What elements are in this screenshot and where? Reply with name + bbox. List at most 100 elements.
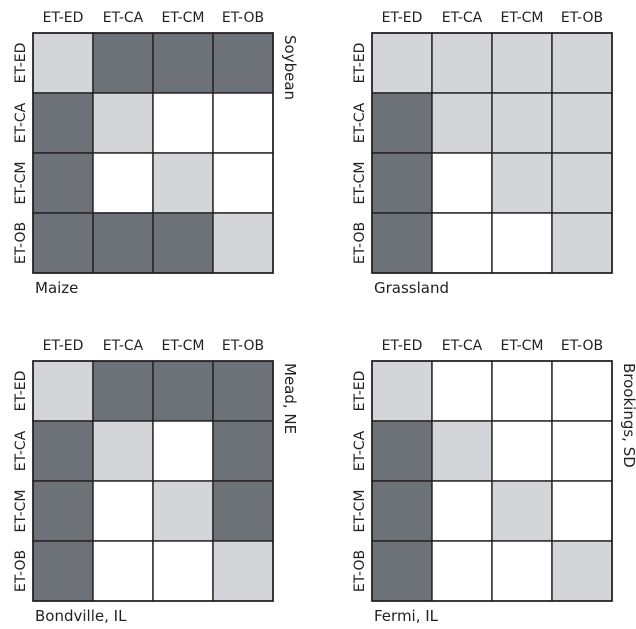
panel-bottom-label: Grassland [374, 279, 449, 297]
matrix-cell [152, 32, 214, 94]
matrix-cell [32, 92, 94, 154]
matrix-cell [431, 212, 493, 274]
matrix-cell [431, 152, 493, 214]
matrix-cell [212, 480, 274, 542]
matrix-cell [92, 480, 154, 542]
matrix-cell [491, 360, 553, 422]
matrix-cell [491, 480, 553, 542]
row-header: ET-CM [352, 161, 368, 204]
matrix-cell [212, 420, 274, 482]
row-header: ET-CA [13, 102, 29, 143]
matrix-cell [152, 480, 214, 542]
row-header: ET-CA [13, 430, 29, 471]
matrix-cell [551, 32, 613, 94]
matrix-cell [551, 480, 613, 542]
matrix-cell [152, 152, 214, 214]
matrix-cell [551, 360, 613, 422]
row-header: ET-CM [13, 489, 29, 532]
column-header: ET-OB [561, 10, 603, 26]
matrix-cell [551, 420, 613, 482]
matrix-cell [491, 420, 553, 482]
matrix-cell [92, 152, 154, 214]
row-header: ET-ED [352, 371, 368, 412]
column-header: ET-CM [500, 338, 543, 354]
panel-side-label: Brookings, SD [620, 363, 636, 468]
matrix-cell [32, 480, 94, 542]
matrix-cell [551, 152, 613, 214]
matrix-border [32, 360, 274, 602]
matrix-cell [32, 360, 94, 422]
matrix-cell [32, 540, 94, 602]
panel-bottom-label: Fermi, IL [374, 607, 439, 625]
matrix-cell [92, 92, 154, 154]
matrix-cell [212, 212, 274, 274]
matrix-cell [32, 32, 94, 94]
matrix-cell [431, 480, 493, 542]
matrix-cell [371, 360, 433, 422]
matrix-cell [371, 152, 433, 214]
column-header: ET-OB [222, 10, 264, 26]
matrix-cell [431, 92, 493, 154]
panel-bottom-label: Maize [35, 279, 78, 297]
matrix-cell [32, 212, 94, 274]
matrix-cell [551, 540, 613, 602]
row-header: ET-CA [352, 102, 368, 143]
column-header: ET-ED [43, 338, 84, 354]
row-header: ET-ED [13, 371, 29, 412]
matrix-cell [371, 420, 433, 482]
panel-side-label: Soybean [281, 35, 299, 100]
matrix-cell [551, 92, 613, 154]
column-header: ET-CM [500, 10, 543, 26]
column-header: ET-CM [161, 10, 204, 26]
column-header: ET-ED [43, 10, 84, 26]
matrix-border [371, 32, 613, 274]
column-header: ET-ED [382, 10, 423, 26]
matrix-cell [212, 92, 274, 154]
matrix-cell [152, 360, 214, 422]
matrix-cell [212, 152, 274, 214]
matrix-cell [371, 540, 433, 602]
matrix-border [32, 32, 274, 274]
row-header: ET-OB [13, 550, 29, 592]
column-header: ET-CA [442, 10, 483, 26]
panel-side-label: Mead, NE [281, 363, 299, 434]
column-header: ET-OB [222, 338, 264, 354]
row-header: ET-CA [352, 430, 368, 471]
matrix-cell [212, 32, 274, 94]
matrix-panel-4: ET-ED ET-CA ET-CM ET-OB ET-ED ET-CA ET-CM ET-OB… [352, 338, 636, 625]
matrix-cell [431, 420, 493, 482]
column-header: ET-CM [161, 338, 204, 354]
matrix-cell [212, 360, 274, 422]
matrix-cell [371, 480, 433, 542]
matrix-cell [491, 92, 553, 154]
matrix-cell [32, 420, 94, 482]
matrix-cell [491, 540, 553, 602]
matrix-cell [491, 212, 553, 274]
matrix-cell [152, 212, 214, 274]
matrix-cell [371, 92, 433, 154]
matrix-cell [92, 540, 154, 602]
matrix-cell [431, 360, 493, 422]
column-header: ET-OB [561, 338, 603, 354]
row-header: ET-CM [352, 489, 368, 532]
matrix-border [371, 360, 613, 602]
matrix-cell [431, 32, 493, 94]
matrix-cell [491, 32, 553, 94]
column-header: ET-ED [382, 338, 423, 354]
row-header: ET-OB [13, 222, 29, 264]
matrix-cell [92, 212, 154, 274]
row-header: ET-CM [13, 161, 29, 204]
matrix-cell [152, 92, 214, 154]
matrix-cell [431, 540, 493, 602]
matrix-cell [212, 540, 274, 602]
matrix-cell [32, 152, 94, 214]
row-header: ET-OB [352, 222, 368, 264]
matrix-cell [371, 212, 433, 274]
column-header: ET-CA [442, 338, 483, 354]
matrix-panel-3: ET-ED ET-CA ET-CM ET-OB ET-ED ET-CA ET-CM ET-OB… [13, 338, 299, 625]
matrix-cell [92, 360, 154, 422]
matrix-cell [152, 420, 214, 482]
row-header: ET-ED [352, 43, 368, 84]
matrix-cell [92, 420, 154, 482]
